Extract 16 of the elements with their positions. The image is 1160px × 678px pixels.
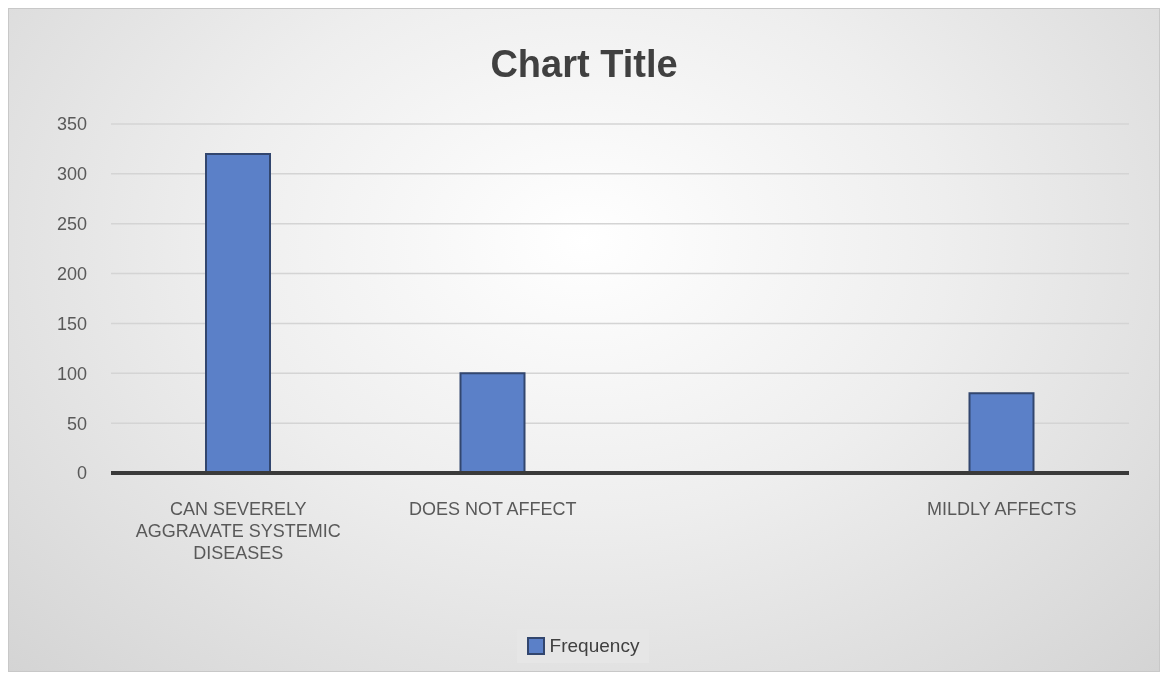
y-tick-label: 100 bbox=[56, 363, 87, 384]
chart-title: Chart Title bbox=[490, 43, 678, 85]
y-tick-label: 150 bbox=[56, 313, 87, 334]
legend-label: Frequency bbox=[549, 635, 640, 657]
y-tick-label: 200 bbox=[56, 263, 87, 284]
bar bbox=[459, 372, 526, 473]
x-tick-label: MILDLY AFFECTS bbox=[927, 499, 1077, 519]
x-tick-label: DOES NOT AFFECT bbox=[408, 499, 577, 519]
y-tick-label: 300 bbox=[56, 164, 87, 185]
y-tick-label: 0 bbox=[76, 463, 87, 484]
bar bbox=[205, 152, 271, 473]
x-tick-label: CAN SEVERELY AGGRAVATE SYSTEMIC DISEASES bbox=[135, 499, 341, 563]
y-tick-label: 50 bbox=[66, 413, 87, 434]
bar bbox=[968, 392, 1035, 473]
y-tick-label: 250 bbox=[56, 214, 87, 235]
y-tick-label: 350 bbox=[56, 114, 87, 135]
